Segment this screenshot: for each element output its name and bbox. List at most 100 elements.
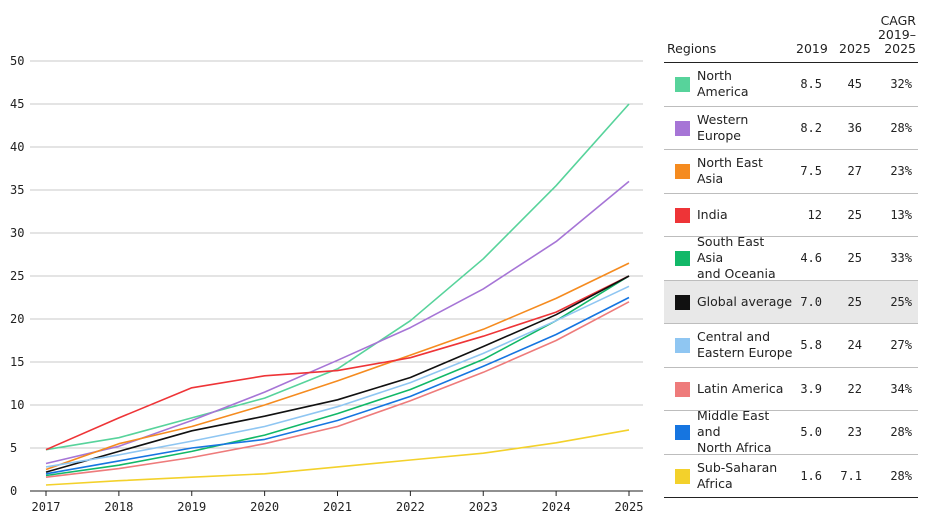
- y-tick-label: 25: [10, 269, 24, 283]
- x-tick-label: 2017: [32, 500, 61, 514]
- header-2019: 2019: [796, 41, 828, 56]
- header-regions: Regions: [667, 41, 717, 56]
- y-tick-label: 45: [10, 97, 24, 111]
- table-row: Middle East and North Africa 5.0 23 28%: [664, 408, 918, 456]
- value-2025: 25: [847, 251, 862, 266]
- legend-swatch: [675, 425, 690, 440]
- y-tick-label: 0: [10, 484, 17, 498]
- region-name-line2: America: [697, 84, 749, 100]
- region-name: Western Europe: [697, 112, 793, 144]
- region-name-line1: Central and: [697, 329, 771, 345]
- y-tick-label: 35: [10, 183, 24, 197]
- table-row: Global average 7.0 25 25%: [664, 280, 918, 324]
- value-2019: 1.6: [800, 468, 822, 483]
- series-line: [45, 103, 630, 451]
- legend-swatch: [675, 381, 690, 397]
- region-name: Sub-Saharan Africa: [697, 460, 793, 492]
- value-2019: 8.5: [800, 77, 822, 92]
- region-name-line1: North East: [697, 155, 763, 171]
- region-name: North East Asia: [697, 155, 793, 187]
- x-tick-label: 2018: [104, 500, 133, 514]
- table-row: North America 8.5 45 32%: [664, 63, 918, 107]
- table-body: North America 8.5 45 32% Western Europe 8.2 36 28…: [664, 63, 918, 498]
- series-line: [45, 429, 630, 486]
- region-name-line1: Middle East and: [697, 408, 770, 440]
- region-name: Global average: [697, 294, 793, 310]
- x-tick-label: 2021: [323, 500, 352, 514]
- y-tick-label: 50: [10, 54, 24, 68]
- table-row: Western Europe 8.2 36 28%: [664, 107, 918, 150]
- region-name-line2: and Oceania: [697, 266, 776, 282]
- value-2025: 7.1: [840, 468, 862, 483]
- table-row: Sub-Saharan Africa 1.6 7.1 28%: [664, 455, 918, 498]
- x-tick-label: 2020: [250, 500, 279, 514]
- value-2019: 3.9: [800, 381, 822, 396]
- series-line: [45, 296, 630, 475]
- header-cagr: CAGR 2019– 2025: [878, 14, 916, 56]
- header-cagr-line3: 2025: [884, 41, 916, 56]
- value-2019: 4.6: [800, 251, 822, 266]
- header-cagr-line1: CAGR: [880, 13, 916, 28]
- region-name-line2: Africa: [697, 475, 733, 491]
- region-name-line1: Latin America: [697, 380, 784, 396]
- y-tick-label: 40: [10, 140, 24, 154]
- value-2025: 45: [847, 77, 862, 92]
- value-2025: 25: [847, 207, 862, 222]
- value-2019: 12: [807, 207, 822, 222]
- table-row: South East Asia and Oceania 4.6 25 33%: [664, 234, 918, 282]
- regions-table: Regions 2019 2025 CAGR 2019– 2025 North A…: [664, 8, 918, 498]
- value-cagr: 23%: [890, 164, 912, 179]
- y-tick-label: 15: [10, 355, 24, 369]
- value-2025: 27: [847, 164, 862, 179]
- series-line: [45, 275, 630, 473]
- value-cagr: 28%: [890, 425, 912, 440]
- header-2025: 2025: [839, 41, 871, 56]
- value-2019: 7.5: [800, 164, 822, 179]
- value-cagr: 27%: [890, 338, 912, 353]
- x-tick-label: 2022: [396, 500, 425, 514]
- series-line: [45, 301, 630, 478]
- region-name-line1: North: [697, 68, 732, 84]
- legend-swatch: [675, 338, 690, 353]
- table-header: Regions 2019 2025 CAGR 2019– 2025: [664, 8, 918, 63]
- legend-swatch: [675, 207, 690, 223]
- region-name-line1: India: [697, 206, 728, 222]
- value-2019: 8.2: [800, 120, 822, 135]
- region-name-line1: Sub-Saharan: [697, 459, 778, 475]
- table-row: North East Asia 7.5 27 23%: [664, 150, 918, 194]
- region-name-line2: Europe: [697, 127, 741, 143]
- y-tick-label: 10: [10, 398, 24, 412]
- region-name: India: [697, 207, 793, 223]
- region-name-line2: Eastern Europe: [697, 345, 793, 361]
- legend-swatch: [675, 164, 690, 179]
- region-name-line1: Global average: [697, 293, 793, 309]
- region-name-line1: South East Asia: [697, 234, 765, 266]
- value-2025: 23: [847, 425, 862, 440]
- legend-swatch: [675, 120, 690, 136]
- series-line: [45, 275, 630, 451]
- value-2019: 7.0: [800, 294, 822, 309]
- legend-swatch: [675, 77, 690, 92]
- legend-swatch: [675, 468, 690, 484]
- x-tick-label: 2024: [542, 500, 571, 514]
- value-2025: 36: [847, 120, 862, 135]
- region-name: Middle East and North Africa: [697, 408, 793, 456]
- region-name: North America: [697, 68, 793, 100]
- value-2019: 5.0: [800, 425, 822, 440]
- region-name-line2: North Africa: [697, 440, 772, 456]
- y-tick-label: 20: [10, 312, 24, 326]
- series-line: [45, 285, 630, 468]
- y-tick-label: 5: [10, 441, 17, 455]
- header-cagr-line2: 2019–: [877, 27, 916, 42]
- y-tick-label: 30: [10, 226, 24, 240]
- value-cagr: 28%: [890, 468, 912, 483]
- legend-swatch: [675, 294, 690, 310]
- series-line: [45, 262, 630, 471]
- region-name: Central and Eastern Europe: [697, 329, 793, 361]
- x-tick-label: 2025: [615, 500, 644, 514]
- table-row: Latin America 3.9 22 34%: [664, 368, 918, 411]
- value-cagr: 33%: [890, 251, 912, 266]
- value-cagr: 28%: [890, 120, 912, 135]
- table-row: India 12 25 13%: [664, 194, 918, 237]
